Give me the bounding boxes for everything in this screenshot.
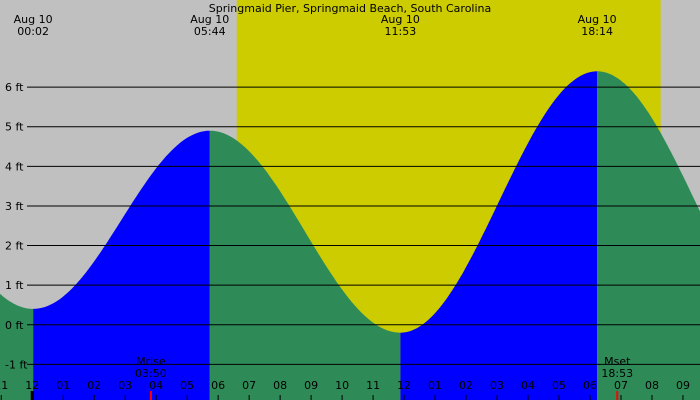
extreme-time-label: 00:02 <box>17 25 49 38</box>
x-tick-label: 03 <box>118 379 132 392</box>
x-tick-label: 04 <box>521 379 535 392</box>
x-tick-label: 07 <box>242 379 256 392</box>
y-tick-label: 1 ft <box>5 279 24 292</box>
extreme-date-label: Aug 10 <box>381 13 420 26</box>
moon-event-label: Mset <box>604 355 631 368</box>
x-tick-label: 01 <box>428 379 442 392</box>
extreme-date-label: Aug 10 <box>578 13 617 26</box>
tide-area-layer <box>0 71 700 400</box>
extreme-time-label: 11:53 <box>385 25 417 38</box>
y-tick-label: 2 ft <box>5 240 24 253</box>
x-tick-label: 10 <box>335 379 349 392</box>
x-tick-label: 08 <box>273 379 287 392</box>
x-tick-label: 01 <box>56 379 70 392</box>
x-tick-label: 06 <box>211 379 225 392</box>
x-tick-label: 04 <box>149 379 163 392</box>
x-tick-label: 11 <box>0 379 8 392</box>
moon-event-label: Mrise <box>136 355 166 368</box>
extreme-time-label: 05:44 <box>194 25 226 38</box>
chart-title: Springmaid Pier, Springmaid Beach, South… <box>209 2 492 15</box>
x-tick-label: 02 <box>87 379 101 392</box>
moon-event-marker <box>616 391 619 400</box>
x-tick-label: 05 <box>552 379 566 392</box>
x-tick-label: 11 <box>366 379 380 392</box>
x-tick-label: 03 <box>490 379 504 392</box>
moon-event-marker <box>149 391 152 400</box>
moon-event-time: 18:53 <box>601 367 633 380</box>
midnight-marker <box>30 391 34 400</box>
extreme-date-label: Aug 10 <box>190 13 229 26</box>
moon-event-time: 03:50 <box>135 367 167 380</box>
falling-tide-area <box>597 71 700 400</box>
x-tick-label: 08 <box>645 379 659 392</box>
x-tick-label: 09 <box>676 379 690 392</box>
y-tick-label: 0 ft <box>5 319 24 332</box>
gridlines <box>27 86 700 365</box>
rising-tide-area <box>33 130 210 400</box>
x-tick-label: 02 <box>459 379 473 392</box>
x-tick-label: 12 <box>25 379 39 392</box>
x-tick-label: 06 <box>583 379 597 392</box>
falling-tide-area <box>209 130 401 400</box>
x-tick-label: 07 <box>614 379 628 392</box>
extreme-date-label: Aug 10 <box>14 13 53 26</box>
falling-tide-area <box>0 293 34 400</box>
x-tick-label: 09 <box>304 379 318 392</box>
y-tick-label: 6 ft <box>5 81 24 94</box>
y-axis-labels: 6 ft 5 ft 4 ft 3 ft 2 ft 1 ft 0 ft -1 ft <box>5 81 28 371</box>
x-tick-label: 05 <box>180 379 194 392</box>
y-tick-label: -1 ft <box>5 358 28 371</box>
x-tick-label: 12 <box>397 379 411 392</box>
y-tick-label: 5 ft <box>5 121 24 134</box>
x-axis-ticks: 11 12 01 02 03 04 05 06 07 08 09 10 11 12 01 02 03 04 05 06… <box>0 379 690 400</box>
y-tick-label: 4 ft <box>5 160 24 173</box>
rising-tide-area <box>400 71 598 400</box>
y-tick-label: 3 ft <box>5 200 24 213</box>
extreme-time-label: 18:14 <box>581 25 613 38</box>
